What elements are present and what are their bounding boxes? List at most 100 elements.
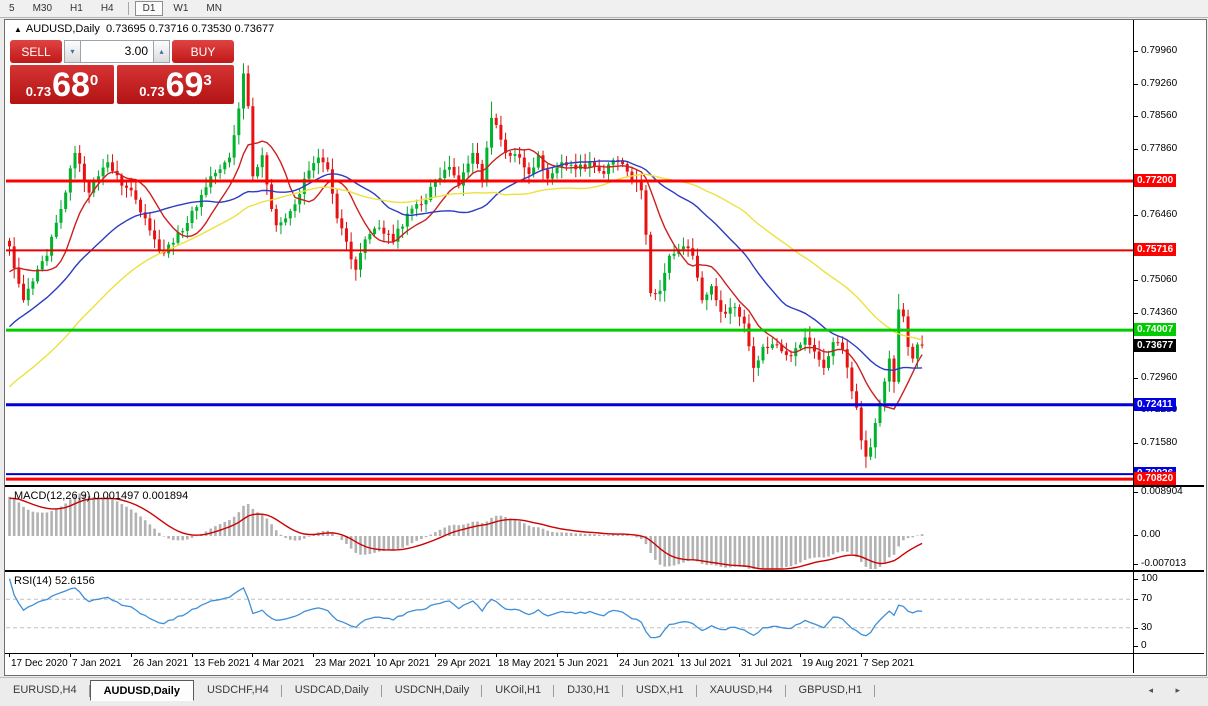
candle-body: [513, 154, 517, 156]
candle-body: [92, 181, 96, 193]
volume-increase-button[interactable]: ▴: [153, 40, 170, 63]
candle-body: [766, 346, 770, 349]
timeframe-button-m30[interactable]: M30: [32, 3, 53, 14]
candle-body: [139, 199, 143, 213]
candle-body: [841, 342, 845, 350]
candle-body: [583, 164, 587, 168]
tab-gbpusd-h1[interactable]: GBPUSD,H1: [786, 681, 876, 699]
volume-decrease-button[interactable]: ▾: [64, 40, 81, 63]
candle-body: [176, 232, 180, 243]
candle-body: [803, 337, 807, 345]
rsi-panel-separator[interactable]: [5, 570, 1204, 572]
candle-body: [373, 228, 377, 235]
candle-body: [653, 293, 657, 295]
candle-body: [897, 309, 901, 382]
tab-usdcnh-daily[interactable]: USDCNH,Daily: [382, 681, 483, 699]
candle-body: [232, 135, 236, 158]
candle-body: [87, 181, 91, 193]
candle-body: [143, 212, 147, 219]
candle-body: [415, 204, 419, 209]
candle-body: [321, 157, 325, 163]
timeframe-button-h4[interactable]: H4: [100, 3, 114, 14]
candle-body: [316, 157, 320, 164]
macd-signal-line: [9, 497, 923, 570]
chart-title-row: ▲ AUDUSD,Daily 0.73695 0.73716 0.73530 0.…: [14, 23, 274, 35]
sell-price-big: 68: [52, 66, 90, 104]
candle-body: [354, 259, 358, 270]
candle-body: [850, 367, 854, 392]
candle-body: [719, 300, 723, 312]
tab-usdcad-daily[interactable]: USDCAD,Daily: [282, 681, 382, 699]
candle-body: [185, 223, 189, 232]
xaxis-separator: [5, 653, 1204, 654]
candle-body: [410, 208, 414, 214]
candle-body: [536, 155, 540, 168]
candle-body: [808, 337, 812, 345]
toolbar-separator: [127, 2, 129, 15]
macd-indicator-chart[interactable]: [6, 488, 1205, 570]
candle-body: [8, 240, 11, 247]
tab-dj30-h1[interactable]: DJ30,H1: [554, 681, 623, 699]
candle-body: [752, 346, 756, 368]
collapse-marker-icon[interactable]: ▲: [14, 25, 22, 34]
candle-body: [733, 307, 737, 309]
candle-body: [569, 164, 573, 166]
candle-body: [82, 163, 86, 182]
candle-body: [54, 222, 58, 237]
tab-audusd-daily[interactable]: AUDUSD,Daily: [89, 680, 194, 701]
tab-xauusd-h4[interactable]: XAUUSD,H4: [697, 681, 786, 699]
candle-body: [22, 283, 26, 301]
timeframe-button-w1[interactable]: W1: [173, 3, 189, 14]
volume-input[interactable]: 3.00: [81, 40, 153, 63]
candle-body: [855, 391, 859, 408]
timeframe-button-d1[interactable]: D1: [134, 1, 164, 16]
sell-button[interactable]: SELL: [10, 40, 62, 63]
candle-body: [195, 207, 199, 211]
candle-body: [405, 213, 409, 227]
tab-scroll-arrows[interactable]: ◂ ▸: [1148, 685, 1190, 695]
candle-body: [129, 187, 133, 191]
tab-eurusd-h4[interactable]: EURUSD,H4: [0, 681, 90, 699]
macd-panel-separator[interactable]: [5, 485, 1204, 487]
buy-button[interactable]: BUY: [172, 40, 234, 63]
candle-body: [73, 152, 77, 169]
sell-price-display[interactable]: 0.73 68 0: [10, 65, 114, 104]
candle-body: [822, 359, 826, 368]
tab-usdx-h1[interactable]: USDX,H1: [623, 681, 697, 699]
rsi-label: RSI(14) 52.6156: [14, 575, 95, 587]
candle-body: [134, 190, 138, 200]
timeframe-button-mn[interactable]: MN: [206, 3, 222, 14]
candle-body: [714, 286, 718, 301]
tab-usdchf-h4[interactable]: USDCHF,H4: [194, 681, 282, 699]
candle-body: [213, 172, 217, 177]
rsi-indicator-chart[interactable]: [6, 573, 1205, 652]
candle-body: [827, 356, 830, 368]
candle-body: [480, 163, 484, 181]
candle-body: [340, 218, 344, 229]
buy-price-display[interactable]: 0.73 69 3: [117, 65, 234, 104]
price-axis-separator[interactable]: [1133, 20, 1134, 673]
chart-symbol-title: AUDUSD,Daily: [25, 23, 100, 35]
candle-body: [658, 290, 662, 295]
candle-body: [368, 234, 372, 240]
candle-body: [181, 231, 185, 233]
candle-body: [789, 355, 793, 357]
candle-body: [532, 167, 536, 174]
candle-body: [541, 155, 545, 170]
candle-body: [901, 309, 905, 317]
candle-body: [527, 167, 531, 174]
timeframe-toolbar: 5 M30 H1 H4 D1 W1 MN: [0, 0, 1208, 18]
candle-body: [494, 117, 498, 125]
candle-body: [270, 184, 274, 210]
candle-body: [798, 344, 802, 349]
main-price-chart[interactable]: [6, 21, 1205, 485]
candle-body: [284, 218, 288, 223]
tab-ukoil-h1[interactable]: UKOil,H1: [482, 681, 554, 699]
candle-body: [597, 167, 601, 171]
timeframe-button-5[interactable]: 5: [9, 3, 15, 14]
candle-body: [817, 351, 821, 360]
sell-price-prefix: 0.73: [25, 84, 52, 99]
timeframe-button-h1[interactable]: H1: [70, 3, 83, 14]
candle-body: [873, 423, 877, 448]
candle-body: [148, 218, 152, 231]
